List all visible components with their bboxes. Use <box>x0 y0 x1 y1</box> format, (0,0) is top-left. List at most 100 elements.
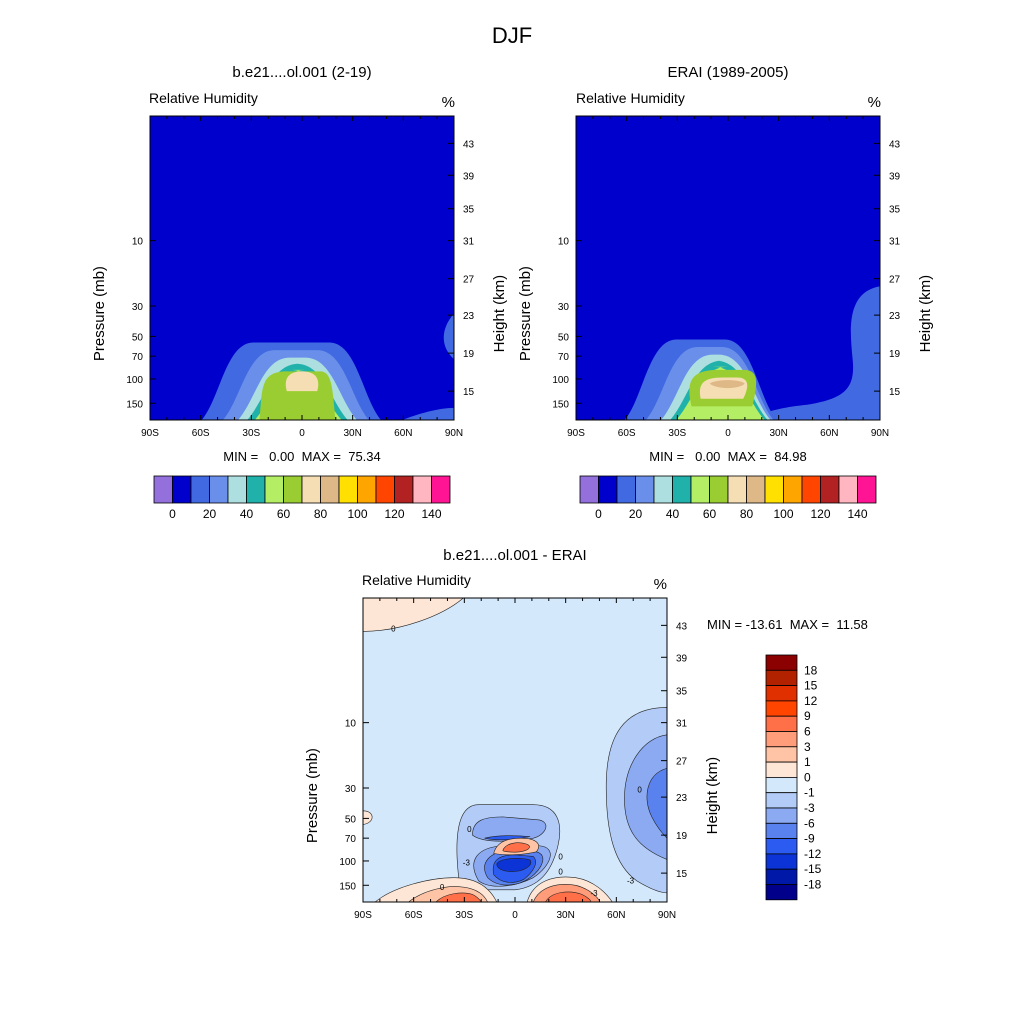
colorbar-label: 12 <box>804 694 818 708</box>
colorbar-swatch <box>765 838 798 855</box>
x-tick-label: 90N <box>871 428 889 439</box>
y-axis-label-height: Height (km) <box>917 275 934 353</box>
colorbar-swatch <box>765 868 798 885</box>
panel-obs: ERAI (1989-2005) Relative Humidity % MIN… <box>517 64 934 464</box>
p-tick-label: 30 <box>558 302 570 313</box>
h-tick-label: 15 <box>676 869 688 880</box>
contour-label: 0 <box>440 883 445 892</box>
h-tick-label: 39 <box>889 171 901 182</box>
p-tick-label: 50 <box>345 814 357 825</box>
x-tick-label: 60S <box>192 428 210 439</box>
diff-positive-lobe-core <box>502 842 530 853</box>
colorbar-label: -18 <box>804 878 822 892</box>
h-tick-label: 43 <box>463 139 475 150</box>
colorbar-swatch <box>431 475 451 504</box>
colorbar-swatch <box>375 475 395 504</box>
field-fills: 0 0 -3 -3 0 0 -3 0 0 <box>363 598 667 902</box>
h-tick-label: 15 <box>889 387 901 398</box>
rh-max-core <box>709 380 745 389</box>
h-tick-label: 31 <box>463 237 475 248</box>
x-tick-label: 30S <box>668 428 686 439</box>
contour-label: 0 <box>637 786 642 795</box>
x-tick-label: 90N <box>658 910 676 921</box>
figure-title: DJF <box>492 23 532 48</box>
colorbar-swatch <box>616 475 636 504</box>
p-tick-label: 10 <box>558 237 570 248</box>
p-tick-label: 70 <box>132 352 144 363</box>
y-axis-label-pressure: Pressure (mb) <box>304 748 321 843</box>
colorbar-label: 140 <box>421 507 441 521</box>
colorbar-swatch <box>246 475 266 504</box>
colorbar-swatch <box>653 475 673 504</box>
contour-label: -3 <box>627 877 635 886</box>
colorbar-label: 40 <box>240 507 254 521</box>
colorbar-swatch <box>765 669 798 686</box>
panel-diff-title: b.e21....ol.001 - ERAI <box>443 547 586 564</box>
p-tick-label: 10 <box>345 719 357 730</box>
rh-north-pole-blob <box>443 313 454 360</box>
h-tick-label: 31 <box>676 719 688 730</box>
h-tick-label: 23 <box>463 311 475 322</box>
colorbar-label: 0 <box>595 507 602 521</box>
colorbar-label: 140 <box>847 507 867 521</box>
colorbar-swatch <box>190 475 210 504</box>
colorbar-label: -1 <box>804 786 815 800</box>
diff-minimum-core <box>496 858 532 872</box>
h-tick-label: 15 <box>463 387 475 398</box>
colorbar-label: 40 <box>666 507 680 521</box>
x-tick-label: 60N <box>820 428 838 439</box>
contour-label: 0 <box>558 852 563 861</box>
panel-obs-stats: MIN = 0.00 MAX = 84.98 <box>649 449 807 464</box>
p-tick-label: 70 <box>558 352 570 363</box>
panel-model-stats: MIN = 0.00 MAX = 75.34 <box>223 449 381 464</box>
colorbar-label: 20 <box>629 507 643 521</box>
h-tick-label: 27 <box>889 275 901 286</box>
contour-label: 0 <box>558 868 563 877</box>
x-tick-label: 0 <box>725 428 731 439</box>
colorbar-swatch <box>227 475 247 504</box>
contour-field <box>576 116 880 420</box>
colorbar-swatch <box>579 475 599 504</box>
p-tick-label: 150 <box>126 399 143 410</box>
h-tick-label: 27 <box>463 275 475 286</box>
y-axis-label-pressure: Pressure (mb) <box>517 266 534 361</box>
x-tick-label: 30S <box>455 910 473 921</box>
colorbar-swatch <box>765 731 798 748</box>
panel-model-variable: Relative Humidity <box>149 90 258 106</box>
colorbar-label: 0 <box>804 770 811 784</box>
colorbar-swatch <box>412 475 432 504</box>
colorbar-swatch <box>765 853 798 870</box>
panel-diff-units: % <box>654 576 667 593</box>
colorbar-swatch <box>765 654 798 671</box>
h-tick-label: 19 <box>676 831 688 842</box>
colorbar-swatch <box>153 475 173 504</box>
colorbar-swatch <box>765 792 798 809</box>
h-tick-label: 39 <box>676 653 688 664</box>
colorbar-swatch <box>320 475 340 504</box>
colorbar-swatch <box>338 475 358 504</box>
diff-tropics-minus-3 <box>472 816 547 842</box>
h-tick-label: 19 <box>889 349 901 360</box>
colorbar-obs: 0 20 40 60 80 100 120 140 <box>579 475 877 521</box>
colorbar-swatch <box>765 822 798 839</box>
colorbar-swatch <box>635 475 655 504</box>
colorbar-swatch <box>765 685 798 702</box>
h-tick-label: 19 <box>463 349 475 360</box>
colorbar-label: 1 <box>804 755 811 769</box>
panel-obs-units: % <box>868 94 881 111</box>
y-axis-label-height: Height (km) <box>491 275 508 353</box>
x-tick-label: 0 <box>299 428 305 439</box>
colorbar-label: 3 <box>804 740 811 754</box>
colorbar-label: 60 <box>703 507 717 521</box>
x-tick-label: 30S <box>242 428 260 439</box>
panel-diff-variable: Relative Humidity <box>362 572 471 588</box>
colorbar-label: -3 <box>804 801 815 815</box>
y-axis-label-height: Height (km) <box>704 757 721 835</box>
x-tick-label: 60S <box>405 910 423 921</box>
colorbar-swatch <box>801 475 821 504</box>
colorbar-swatch <box>690 475 710 504</box>
colorbar-label: 20 <box>203 507 217 521</box>
panel-diff-stats: MIN = -13.61 MAX = 11.58 <box>707 617 868 632</box>
contour-label: -3 <box>590 889 598 898</box>
